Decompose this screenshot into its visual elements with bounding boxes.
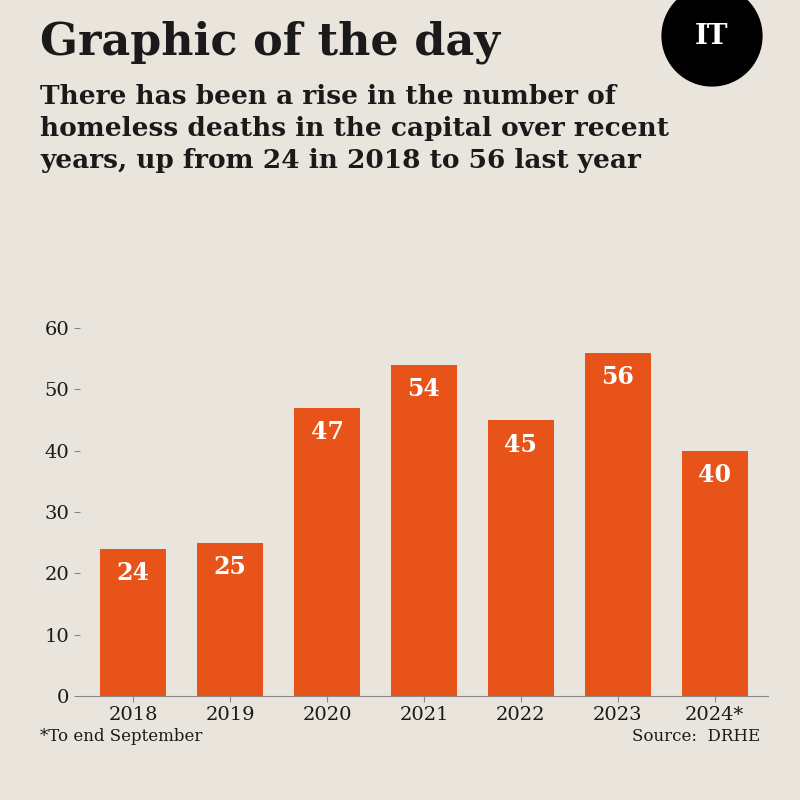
Text: 56: 56 [602, 365, 634, 389]
Text: *To end September: *To end September [40, 728, 202, 745]
Bar [294, 408, 360, 696]
Text: 25: 25 [214, 555, 246, 579]
Bar [391, 365, 457, 696]
Text: 45: 45 [505, 433, 538, 457]
Text: 54: 54 [407, 378, 441, 402]
Text: Source:  DRHE: Source: DRHE [632, 728, 760, 745]
Bar [682, 450, 748, 696]
Text: 47: 47 [310, 420, 343, 444]
Bar [585, 353, 650, 696]
Text: There has been a rise in the number of
homeless deaths in the capital over recen: There has been a rise in the number of h… [40, 84, 669, 173]
Text: Graphic of the day: Graphic of the day [40, 20, 500, 63]
Bar [488, 420, 554, 696]
Text: 24: 24 [117, 562, 150, 586]
Bar [198, 542, 263, 696]
Bar [100, 549, 166, 696]
Text: IT: IT [695, 22, 729, 50]
Circle shape [662, 0, 762, 86]
Text: 40: 40 [698, 463, 731, 487]
